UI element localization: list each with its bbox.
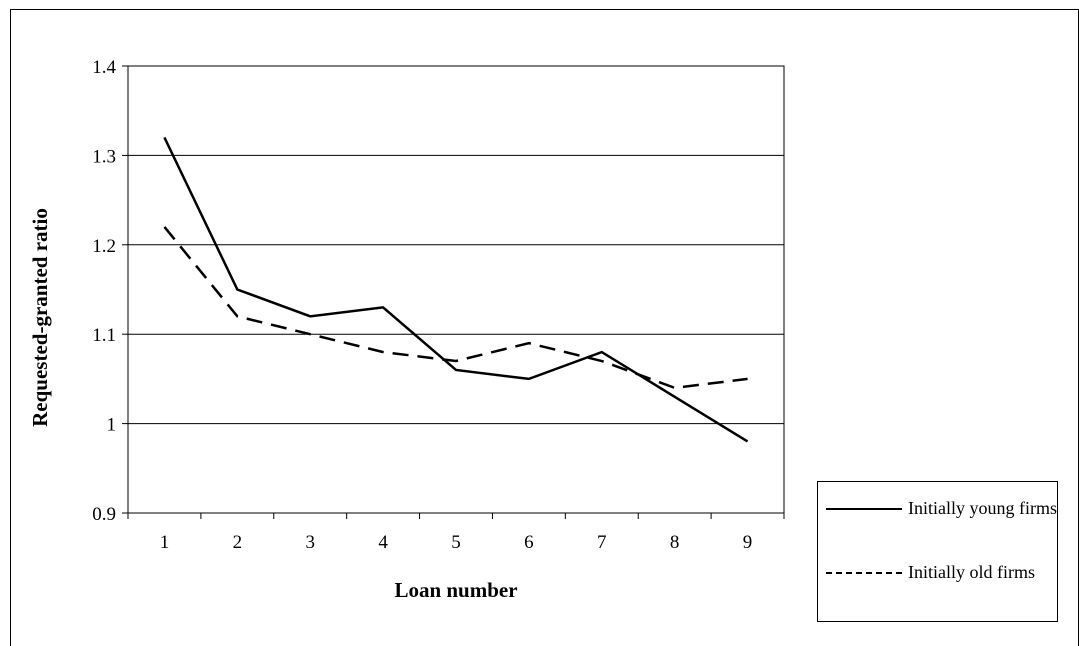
plot-area: [127, 65, 785, 514]
x-tick-label: 8: [670, 532, 680, 553]
x-tick-label: 5: [451, 532, 461, 553]
y-tick-label: 1: [107, 415, 117, 436]
x-tick-labels: 1 2 3 4 5 6 7 8 9: [160, 532, 753, 553]
legend-label-young: Initially young firms: [908, 498, 1057, 518]
x-tick-label: 9: [743, 532, 753, 553]
x-tick-label: 3: [305, 532, 315, 553]
y-tick-label: 1.2: [92, 236, 116, 257]
series-line-old: [163, 226, 748, 390]
axis-ticks: [122, 65, 785, 519]
x-tick-label: 7: [597, 532, 607, 553]
y-tick-label: 0.9: [92, 504, 116, 525]
legend-label-old: Initially old firms: [908, 562, 1035, 582]
series-line-young: [163, 136, 749, 443]
y-tick-label: 1.1: [92, 325, 116, 346]
y-tick-labels: 0.9 1 1.1 1.2 1.3 1.4: [92, 57, 116, 525]
y-axis-title: Requested-granted ratio: [28, 208, 52, 427]
solid-line-swatch: [826, 508, 902, 510]
legend: Initially young firms Initially old firm…: [817, 481, 1058, 622]
x-tick-label: 4: [378, 532, 388, 553]
gridlines: [128, 154, 784, 425]
x-tick-label: 6: [524, 532, 534, 553]
y-tick-label: 1.4: [92, 57, 116, 78]
dashed-line-swatch: [826, 572, 902, 574]
y-tick-label: 1.3: [92, 146, 116, 167]
x-tick-label: 2: [233, 532, 243, 553]
series-lines: [163, 136, 749, 443]
x-tick-label: 1: [160, 532, 170, 553]
x-axis-title: Loan number: [394, 578, 517, 602]
